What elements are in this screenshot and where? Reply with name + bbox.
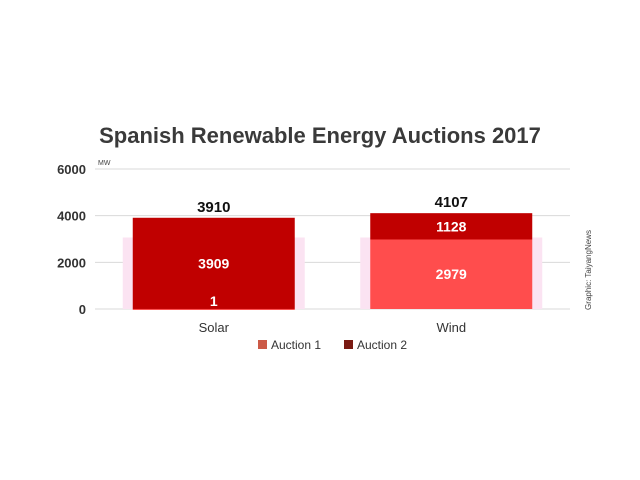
- legend-swatch: [258, 340, 267, 349]
- bar-total-label: 3910: [197, 199, 230, 216]
- y-tick-label: 2000: [57, 255, 86, 270]
- bars: [122, 213, 543, 310]
- y-tick-label: 0: [79, 302, 86, 317]
- y-tick-label: 6000: [57, 162, 86, 177]
- bar-wind-auction-2: [370, 213, 533, 240]
- chart-credit: Graphic: TaiyangNews: [584, 230, 593, 310]
- legend-swatch: [344, 340, 353, 349]
- bar-value-label: 3909: [198, 255, 229, 271]
- bar-solar-auction-1: [132, 308, 295, 310]
- x-tick-label: Solar: [199, 320, 230, 335]
- legend-label: Auction 2: [357, 338, 407, 352]
- x-tick-label: Wind: [436, 320, 466, 335]
- bar-total-label: 4107: [435, 194, 468, 211]
- legend-label: Auction 1: [271, 338, 321, 352]
- y-tick-label: 4000: [57, 209, 86, 224]
- bar-solar-auction-2: [132, 217, 295, 309]
- chart-title: Spanish Renewable Energy Auctions 2017: [99, 123, 541, 148]
- bar-value-label: 2979: [436, 266, 467, 282]
- bar-labels: 1 3909 3910 Solar 2979 1128 4107 Wind: [197, 194, 468, 335]
- bar-wind-auction-1: [370, 239, 533, 309]
- bar-value-label: 1128: [436, 218, 467, 234]
- y-axis-ticks: 0 2000 4000 6000: [57, 162, 86, 317]
- bar-value-label: 1: [210, 293, 218, 309]
- legend: Auction 1 Auction 2: [258, 338, 407, 352]
- y-axis-unit: MW: [98, 160, 111, 167]
